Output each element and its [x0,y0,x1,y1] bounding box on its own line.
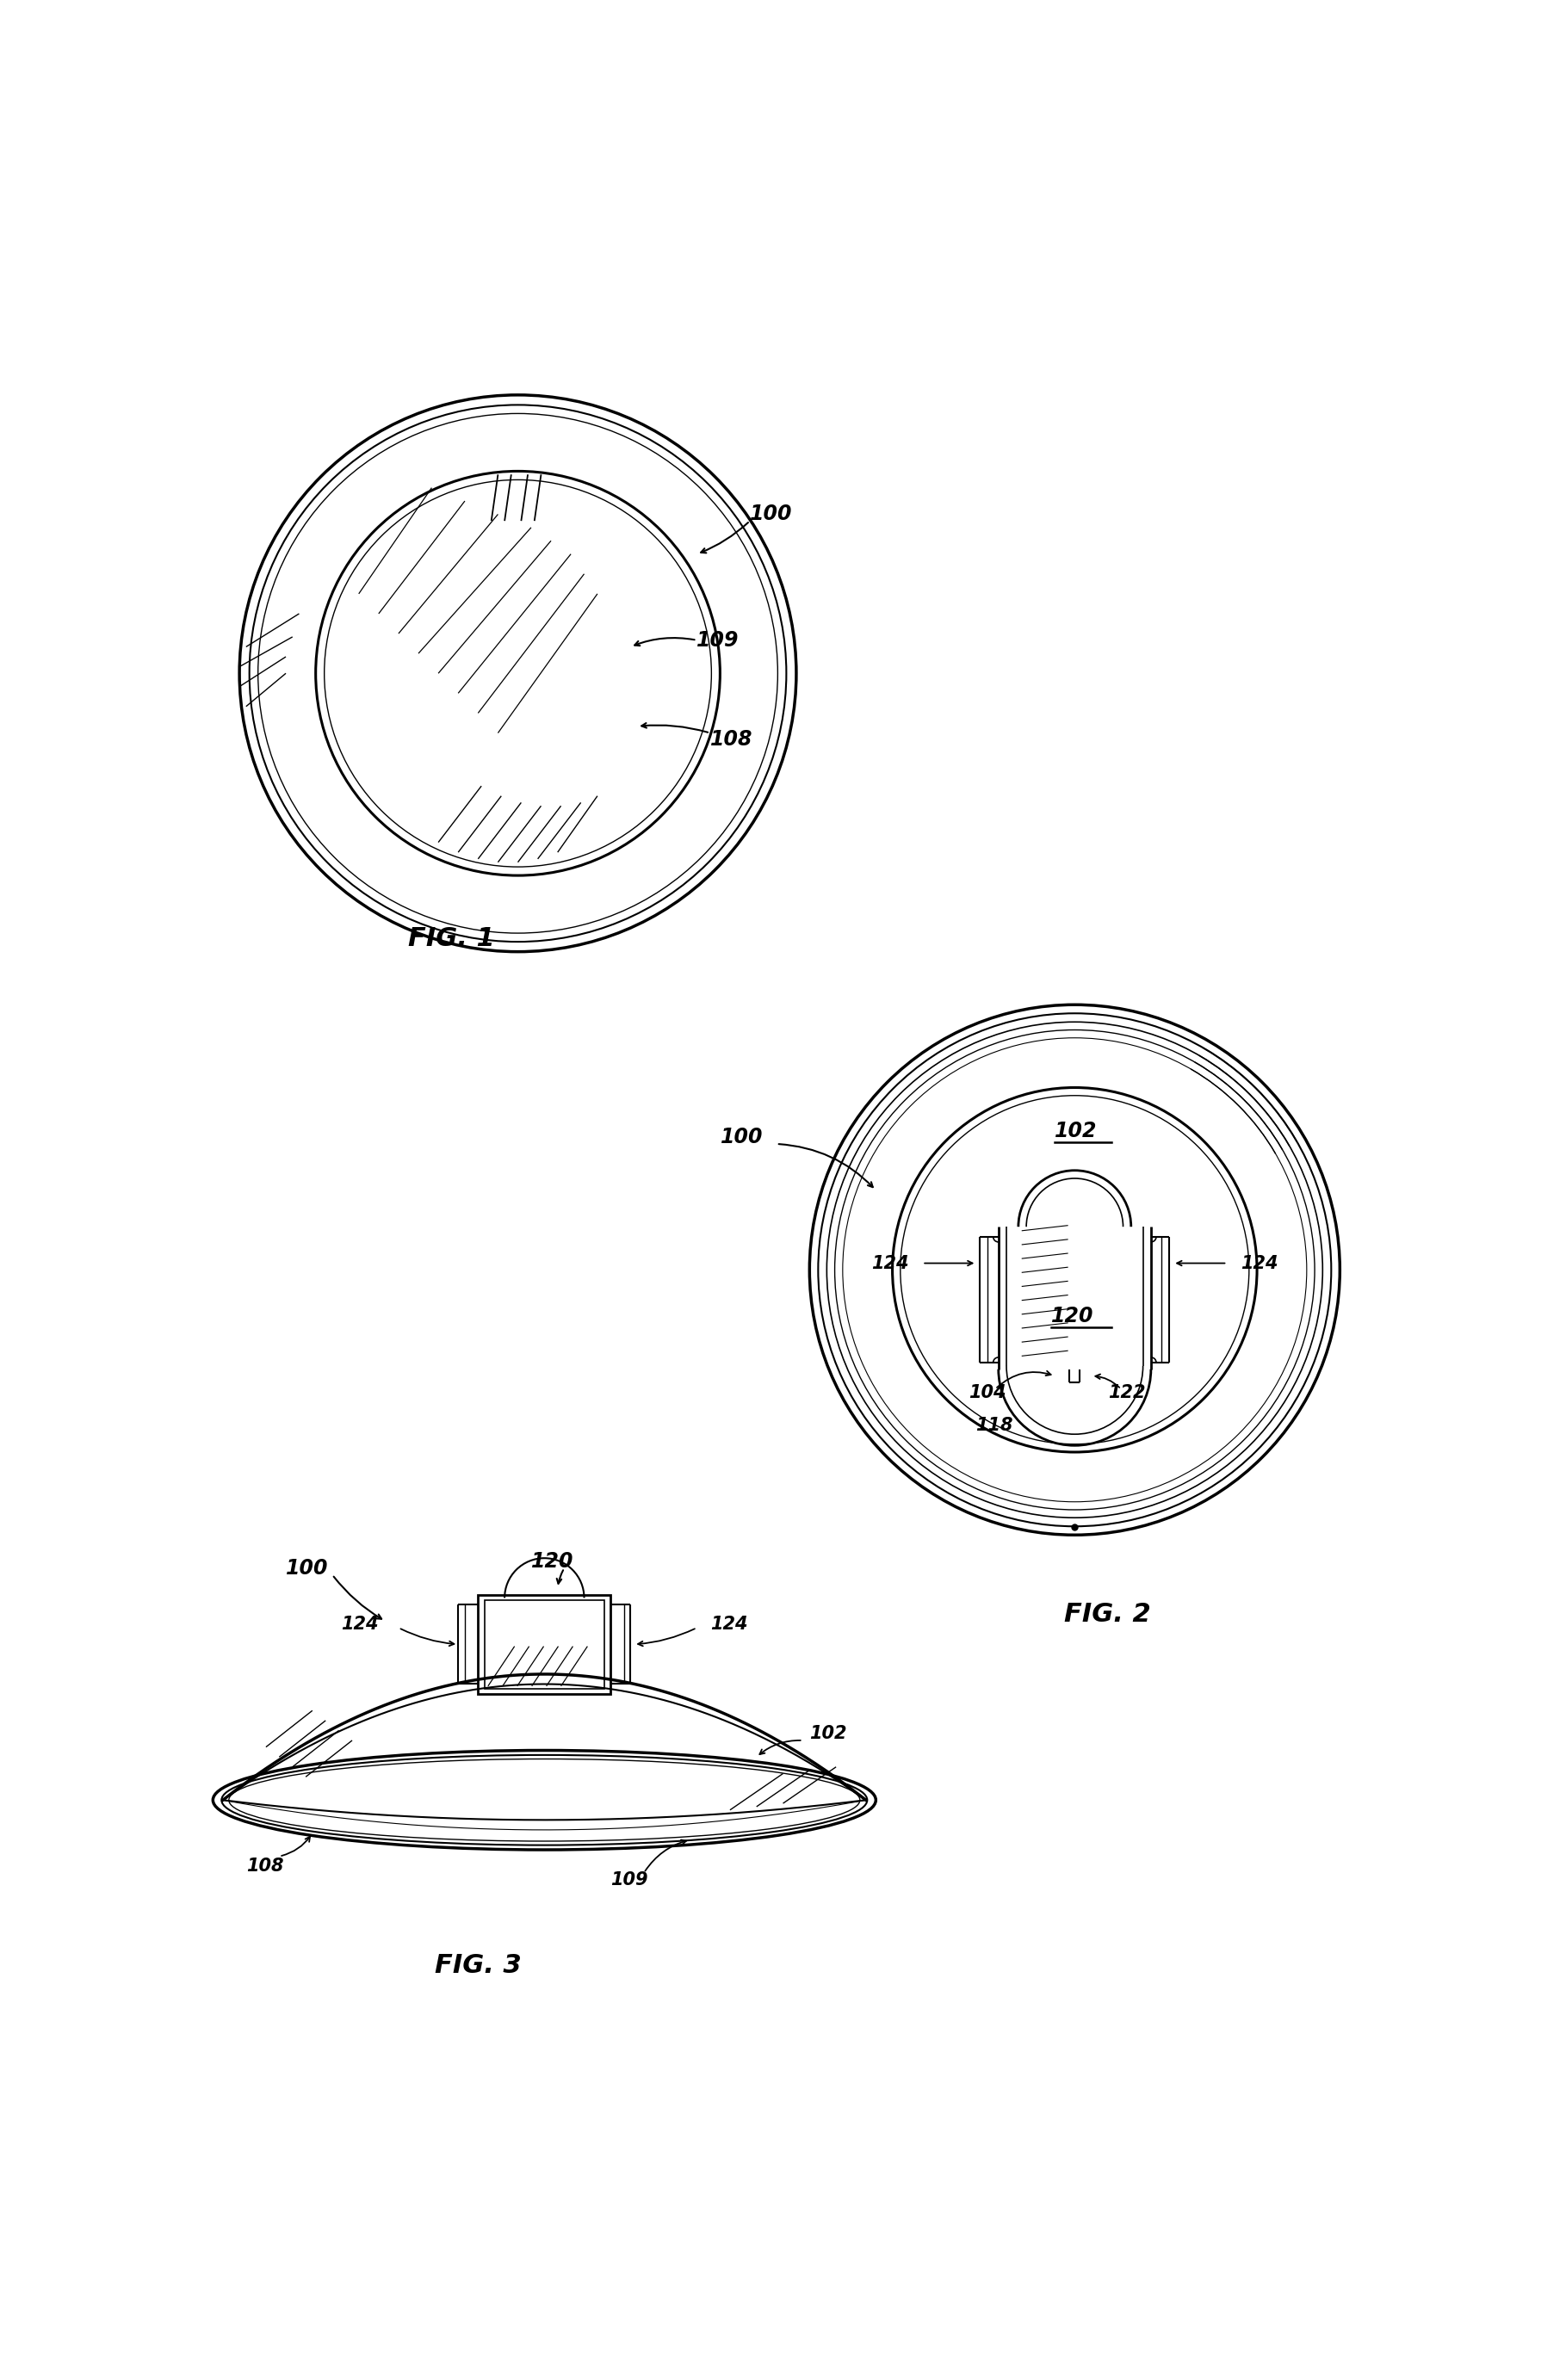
Text: 100: 100 [720,1128,763,1147]
Text: 122: 122 [1107,1383,1145,1402]
Text: 109: 109 [697,631,739,650]
Text: 104: 104 [969,1383,1005,1402]
Text: 120: 120 [531,1552,573,1571]
Text: 102: 102 [810,1726,847,1742]
Text: 124: 124 [709,1616,747,1633]
FancyBboxPatch shape [478,1595,611,1695]
Text: 124: 124 [341,1616,379,1633]
Text: 120: 120 [1051,1307,1095,1326]
Text: FIG. 1: FIG. 1 [409,926,495,952]
Text: FIG. 2: FIG. 2 [1065,1602,1151,1628]
Text: 108: 108 [246,1859,283,1875]
Text: 124: 124 [872,1254,908,1271]
Text: FIG. 3: FIG. 3 [435,1954,521,1978]
Text: 100: 100 [750,505,792,524]
Text: 118: 118 [976,1416,1013,1435]
Text: 109: 109 [611,1871,648,1887]
Text: 102: 102 [1055,1121,1098,1140]
Text: 100: 100 [287,1559,329,1578]
Text: 124: 124 [1240,1254,1278,1271]
Text: 108: 108 [709,728,753,750]
